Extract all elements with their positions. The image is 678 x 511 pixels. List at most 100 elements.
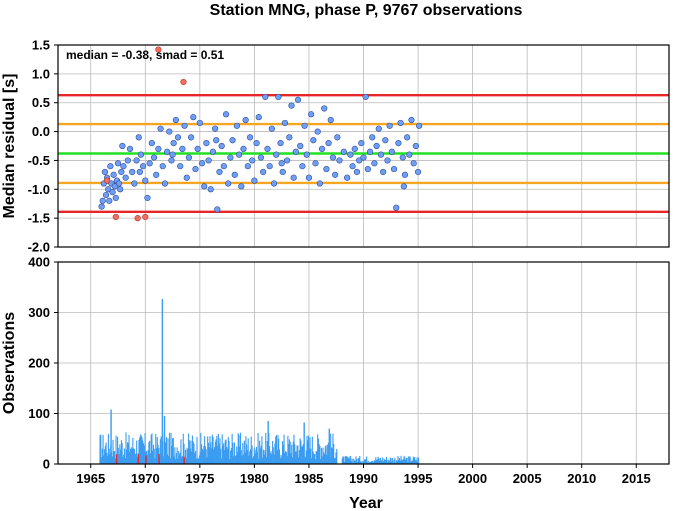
observation-bar [115, 435, 117, 464]
x-tick-label: 2000 [458, 471, 487, 486]
residual-point [275, 93, 282, 101]
observation-bar [283, 434, 285, 464]
observation-bar [183, 443, 185, 464]
observation-bar [176, 447, 178, 464]
residual-point [380, 168, 387, 176]
observation-bar [372, 462, 375, 464]
observation-bar [128, 434, 130, 464]
observation-bar [193, 443, 195, 464]
observation-bar [258, 458, 260, 464]
observation-bar [178, 454, 180, 464]
observation-bar [269, 446, 271, 464]
residual-point [214, 206, 221, 213]
observation-bar [220, 448, 222, 464]
observation-bar [165, 442, 167, 464]
observation-bar [148, 442, 150, 464]
observation-bar [179, 452, 181, 464]
observation-bar [135, 454, 137, 464]
observation-bar [252, 458, 254, 464]
x-tick-label: 1970 [131, 471, 160, 486]
residual-point [238, 183, 245, 190]
residual-point [314, 128, 321, 135]
residual-point [146, 160, 153, 167]
observation-bar [259, 448, 261, 464]
observation-bar [298, 457, 300, 464]
observation-bar [290, 453, 292, 464]
observation-bar [299, 438, 301, 464]
residual-y-tick-label: 1.5 [32, 38, 50, 53]
residual-point [292, 148, 299, 155]
observation-bar [317, 438, 319, 464]
observation-bar [217, 445, 219, 464]
residual-point [111, 183, 118, 190]
observation-bar [408, 457, 410, 464]
observation-bar [315, 451, 317, 464]
residual-point [169, 151, 176, 158]
observation-bar [106, 453, 108, 464]
residual-point [227, 154, 234, 161]
x-tick-label: 2010 [567, 471, 596, 486]
observation-bar [234, 456, 236, 464]
observation-bar [188, 440, 190, 464]
residual-point [168, 157, 175, 164]
observation-bar [300, 440, 302, 464]
observation-bar [327, 444, 329, 464]
observation-bar [356, 458, 358, 464]
observation-bar [380, 459, 382, 464]
residual-point [99, 197, 106, 204]
observation-bar [149, 453, 151, 464]
observation-bar [201, 448, 203, 464]
observation-bar [232, 442, 234, 464]
observation-bar [249, 449, 252, 464]
observation-bar [221, 434, 223, 464]
observation-bar [131, 448, 133, 464]
observation-bar [367, 460, 369, 464]
residual-point [323, 165, 330, 173]
observation-bar [204, 446, 206, 464]
observation-bar [388, 460, 390, 464]
residual-point [126, 145, 134, 152]
observation-bar [260, 445, 262, 464]
observation-bar [171, 446, 173, 464]
x-tick-label: 1980 [240, 471, 269, 486]
observation-bar [213, 449, 215, 464]
observation-bar [385, 456, 388, 464]
residual-point [262, 93, 269, 101]
observation-bar [275, 435, 277, 464]
observation-bar [296, 445, 298, 464]
observation-bar [204, 436, 206, 464]
observation-bar [387, 459, 389, 464]
observation-bar [169, 458, 171, 464]
observation-bar [370, 460, 372, 464]
residual-point [185, 154, 193, 161]
observation-bar [319, 446, 321, 464]
observation-bar [292, 441, 294, 464]
outlier-observation-bar [137, 454, 140, 464]
residual-point [369, 134, 376, 141]
observation-bar [274, 443, 276, 464]
residual-point [179, 145, 186, 152]
observation-bar [138, 439, 140, 464]
observation-bar [384, 460, 386, 464]
residual-point [301, 122, 308, 129]
residual-y-tick-label: 0.0 [32, 124, 50, 139]
observation-bar [350, 455, 352, 464]
residual-y-tick-label: 1.0 [32, 66, 50, 81]
residual-point [384, 157, 391, 164]
residual-point [216, 168, 223, 176]
observation-bar [208, 447, 210, 464]
observation-bar [210, 448, 213, 464]
observation-bar [418, 457, 420, 464]
observation-bar [376, 459, 378, 464]
observation-bar [250, 436, 252, 464]
observation-bar [236, 452, 239, 464]
observation-bar [99, 435, 101, 464]
observation-bar [120, 449, 122, 464]
residual-point [386, 122, 393, 129]
observation-bar [400, 455, 402, 464]
observation-bar [180, 439, 182, 464]
observation-bar [366, 456, 368, 464]
observation-bar [168, 432, 171, 464]
observation-bar [256, 451, 258, 464]
observation-bar [262, 449, 265, 464]
